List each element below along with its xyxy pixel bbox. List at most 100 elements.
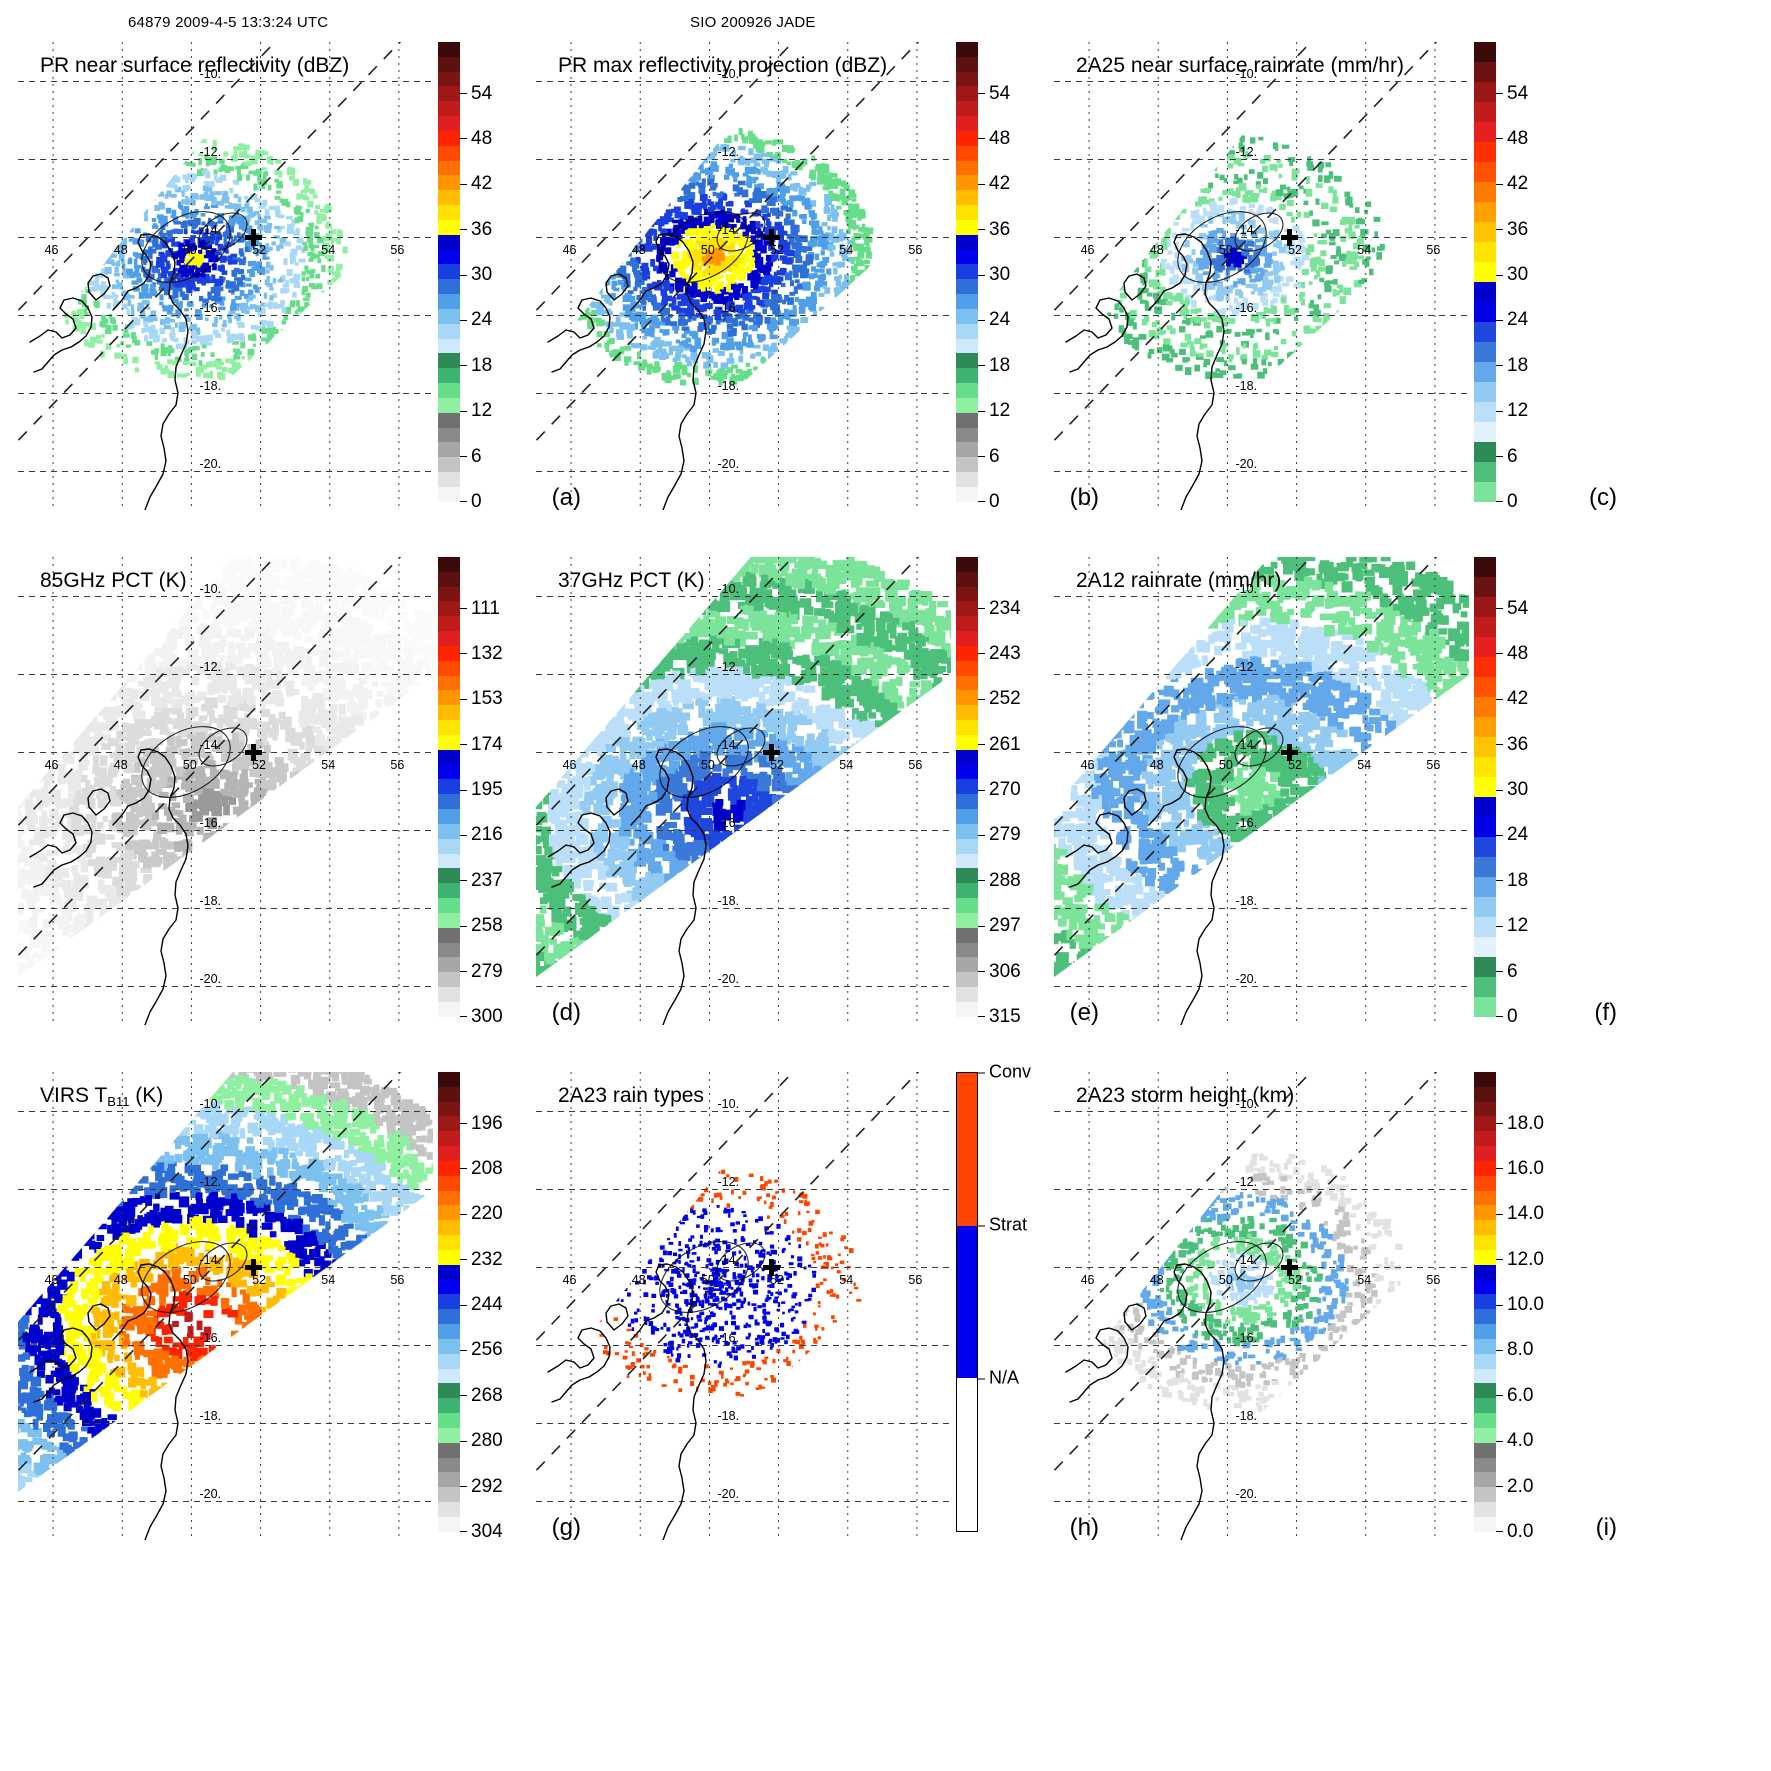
- colorbar-seg-20: [438, 338, 460, 354]
- colorbar-seg-10: [438, 190, 460, 206]
- colorbar-seg-17: [438, 294, 460, 309]
- tick-text: 315: [989, 1006, 1021, 1027]
- colorbar-tick-4: 30: [460, 264, 492, 286]
- lat-tick-4: -18.: [718, 379, 740, 393]
- map-a[interactable]: 46 48 50 52 54 56 -10. -12. -14. -16. -18. -20.: [18, 42, 433, 510]
- tick-dash: [460, 1259, 467, 1261]
- colorbar-seg-21: [956, 353, 978, 369]
- colorbar-seg-6: [1474, 677, 1496, 697]
- lat-tick-2: -14.: [718, 223, 740, 237]
- colorbar-seg-5: [1474, 142, 1496, 162]
- panel-letter-h: (h): [1070, 1514, 1099, 1542]
- colorbar-tick-3: 36: [460, 219, 492, 241]
- colorbar-tick-1: 48: [978, 128, 1010, 150]
- colorbar-seg-18: [956, 308, 978, 324]
- tick-dash: [460, 456, 467, 458]
- colorbar-seg-12: [1474, 797, 1496, 817]
- colorbar-seg-1: [1474, 1086, 1496, 1102]
- colorbar-seg-18: [1474, 1338, 1496, 1354]
- colorbar-tick-5: 216: [460, 824, 503, 846]
- tick-dash: [460, 834, 467, 836]
- colorbar-seg-7: [1474, 697, 1496, 717]
- colorbar-seg-24: [1474, 1427, 1496, 1443]
- tick-dash: [1496, 138, 1503, 140]
- colorbar-seg-14: [1474, 322, 1496, 342]
- colorbar-seg-3: [1474, 617, 1496, 637]
- colorbar-seg-26: [956, 942, 978, 958]
- tick-text: Conv: [989, 1062, 1031, 1082]
- map-d[interactable]: 46 48 50 52 54 56 -10. -12. -14. -16. -18. -20.: [18, 557, 433, 1025]
- tick-text: 48: [1507, 643, 1528, 664]
- lat-tick-2: -14.: [1236, 1253, 1258, 1267]
- colorbar-seg-8: [956, 675, 978, 691]
- colorbar-seg-2: [1474, 82, 1496, 102]
- colorbar-tick-7: 280: [460, 1430, 503, 1452]
- lat-tick-0: -10.: [1236, 1097, 1258, 1111]
- panel-f: 46 48 50 52 54 56 -10. -12. -14. -16. -18. -20. 2A12…: [1042, 549, 1625, 1069]
- colorbar-tick-6: 18: [1496, 355, 1528, 377]
- tick-text: N/A: [989, 1368, 1019, 1388]
- tick-dash: [1496, 1213, 1503, 1215]
- colorbar-seg-0: [956, 557, 978, 572]
- colorbar-tick-1: 48: [460, 128, 492, 150]
- tick-text: 18: [1507, 355, 1528, 376]
- colorbar-seg-9: [438, 175, 460, 191]
- colorbar-seg-14: [438, 764, 460, 780]
- colorbar-ramp: [438, 42, 460, 502]
- lon-tick-50: 50: [701, 243, 715, 257]
- map-f[interactable]: 46 48 50 52 54 56 -10. -12. -14. -16. -18. -20.: [1054, 557, 1469, 1025]
- colorbar-seg-9: [1474, 222, 1496, 242]
- tick-text: 216: [471, 824, 503, 845]
- tick-text: 12: [989, 400, 1010, 421]
- tick-text: 30: [1507, 779, 1528, 800]
- colorbar-seg-9: [1474, 1205, 1496, 1221]
- tick-text: 48: [989, 128, 1010, 149]
- map-e[interactable]: 46 48 50 52 54 56 -10. -12. -14. -16. -18. -20.: [536, 557, 951, 1025]
- lon-tick-48: 48: [632, 758, 646, 772]
- panel-a: 46 48 50 52 54 56 -10. -12. -14. -16. -18. -20. PR n…: [6, 34, 589, 554]
- tick-dash: [1496, 608, 1503, 609]
- colorbar-seg-20: [956, 853, 978, 869]
- storm-center-marker: [1281, 1259, 1299, 1276]
- lat-tick-4: -18.: [200, 1409, 222, 1423]
- colorbar-seg-8: [438, 675, 460, 691]
- colorbar-seg-2: [1474, 597, 1496, 617]
- lon-tick-52: 52: [252, 1273, 266, 1287]
- lon-tick-48: 48: [114, 243, 128, 257]
- lat-tick-4: -18.: [1236, 894, 1258, 908]
- tick-dash: [1496, 93, 1503, 94]
- map-b[interactable]: 46 48 50 52 54 56 -10. -12. -14. -16. -18. -20.: [536, 42, 951, 510]
- lat-tick-4: -18.: [1236, 1409, 1258, 1423]
- tick-text: 36: [1507, 219, 1528, 240]
- colorbar-seg-1: [1474, 62, 1496, 82]
- colorbar-seg-0: [438, 42, 460, 57]
- lon-tick-56: 56: [1426, 758, 1440, 772]
- colorbar-b: 54 48 42 36 30 24 18 12 6 0: [956, 42, 1096, 512]
- colorbar-tick-labels: 54 48 42 36 30 24 18 12 6 0: [1496, 42, 1606, 512]
- colorbar-seg-25: [438, 927, 460, 943]
- lat-tick-3: -16.: [1236, 816, 1258, 830]
- map-h[interactable]: 46 48 50 52 54 56 -10. -12. -14. -16. -18. -20.: [536, 1072, 951, 1540]
- map-c[interactable]: 46 48 50 52 54 56 -10. -12. -14. -16. -18. -20.: [1054, 42, 1469, 510]
- map-i[interactable]: 46 48 50 52 54 56 -10. -12. -14. -16. -18. -20.: [1054, 1072, 1469, 1540]
- colorbar-seg-17: [1474, 897, 1496, 917]
- colorbar-seg-18: [1474, 402, 1496, 422]
- tick-dash: [1496, 229, 1503, 231]
- lat-tick-3: -16.: [1236, 301, 1258, 315]
- colorbar-tick-3: 36: [978, 219, 1010, 241]
- colorbar-seg-24: [956, 397, 978, 413]
- colorbar-seg-15: [1474, 342, 1496, 362]
- lat-tick-5: -20.: [718, 457, 740, 471]
- colorbar-tick-7: 12: [1496, 915, 1528, 937]
- colorbar-seg-16: [438, 279, 460, 295]
- tick-dash: [1496, 410, 1503, 412]
- colorbar-seg-7: [438, 145, 460, 161]
- colorbar-seg-26: [1474, 1457, 1496, 1473]
- colorbar-tick-1: 48: [1496, 128, 1528, 150]
- map-g[interactable]: 46 48 50 52 54 56 -10. -12. -14. -16. -18. -20.: [18, 1072, 433, 1540]
- lat-tick-0: -10.: [1236, 582, 1258, 596]
- tick-text: 18: [1507, 870, 1528, 891]
- colorbar-seg-23: [956, 898, 978, 913]
- colorbar-tick-6: 18: [978, 355, 1010, 377]
- colorbar-seg-27: [438, 957, 460, 973]
